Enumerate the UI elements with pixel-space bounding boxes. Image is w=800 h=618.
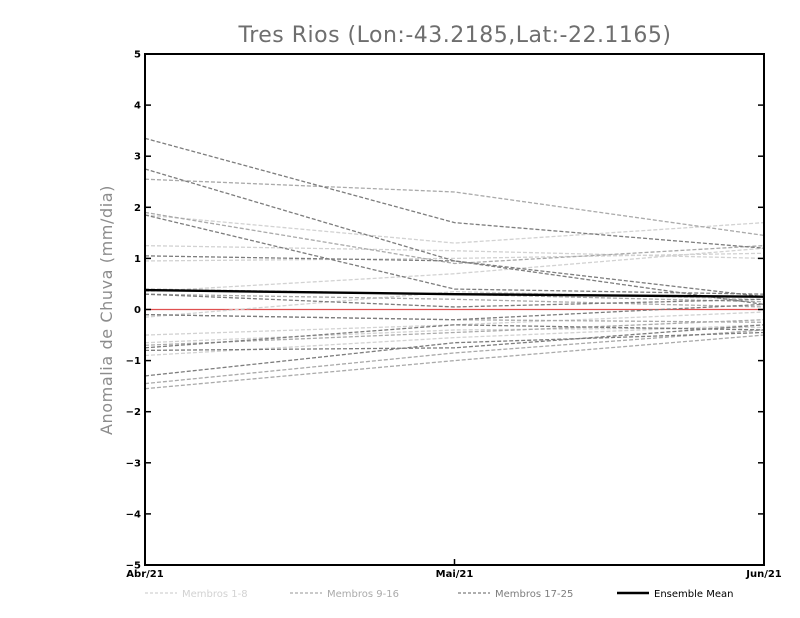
x-tick-label: Mai/21 [436,569,474,580]
member-line-21 [144,293,765,308]
member-line-23 [144,324,765,352]
ensemble-mean-line [144,288,765,298]
member-line-10 [144,211,765,265]
y-tick-label: −4 [126,509,141,520]
x-tick-label: Jun/21 [745,569,782,580]
member-line-16 [144,319,765,346]
member-line-13 [144,329,765,385]
member-line-2 [144,244,765,260]
legend-label: Membros 1-8 [182,589,248,600]
member-line-7 [144,252,765,262]
y-axis-label: Anomalia de Chuva (mm/dia) [97,185,116,435]
member-line-24 [144,331,765,377]
x-tick-label: Abr/21 [126,569,163,580]
y-tick-label: 5 [134,50,141,61]
member-line-20 [144,255,765,298]
member-line-14 [144,334,765,390]
member-line-25 [144,324,765,349]
member-line-9 [144,178,765,237]
member-line-22 [144,303,765,321]
y-tick-label: −1 [126,356,141,367]
y-tick-label: −3 [126,458,141,469]
legend-label: Membros 9-16 [327,589,399,600]
legend: Membros 1-8 Membros 9-16 Membros 17-25 Ense… [145,589,733,600]
y-tick-label: 2 [134,203,141,214]
member-line-19 [144,214,765,295]
y-tick-label: 0 [134,305,141,316]
y-tick-label: −2 [126,407,141,418]
series-layer [144,137,765,390]
legend-label: Ensemble Mean [654,589,733,600]
member-line-11 [144,293,765,308]
y-tick-label: 3 [134,152,141,163]
chart-title: Tres Rios (Lon:-43.2185,Lat:-22.1165) [237,23,671,48]
y-tick-label: 1 [134,254,141,265]
member-line-18 [144,168,765,306]
legend-label: Membros 17-25 [495,589,573,600]
member-line-3 [144,247,765,293]
y-tick-label: 4 [134,101,141,112]
x-ticks: Abr/21 Mai/21 Jun/21 [126,559,782,580]
y-ticks: −5 −4 −3 −2 −1 0 1 2 3 4 5 [126,50,764,572]
member-line-17 [144,137,765,249]
member-line-1 [144,214,765,244]
member-line-5 [144,311,765,336]
y-tick-label: −5 [126,561,141,572]
